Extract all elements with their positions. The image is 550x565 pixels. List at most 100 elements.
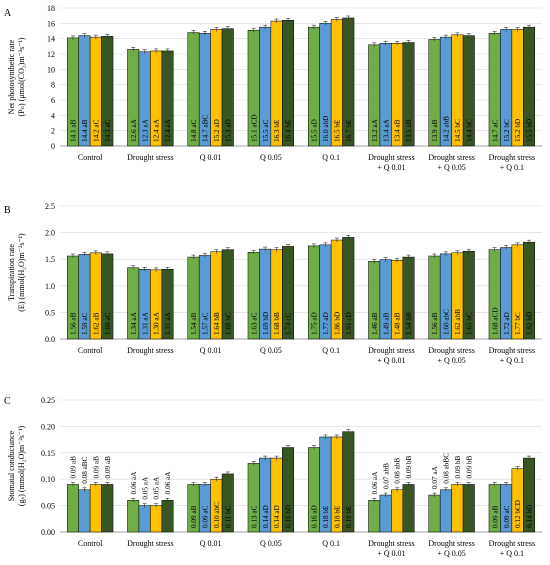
data-label: 0.16 bD: [285, 505, 293, 528]
y-tick-label: 8: [51, 81, 55, 90]
data-label: 0.16 aD: [311, 505, 319, 528]
data-label: 12.4 aA: [164, 118, 172, 142]
data-label: 14.1 aB: [70, 119, 78, 142]
x-tick-label: Control: [78, 539, 103, 548]
y-axis-title: (Pₙ) (μmol(CO₂)m⁻²s⁻¹): [17, 37, 26, 116]
data-label: 14.5 bC: [454, 119, 462, 142]
data-label: 0.18 bE: [333, 505, 341, 528]
x-tick-label: Control: [78, 346, 103, 355]
data-label: 0.11 bC: [224, 505, 232, 528]
x-tick-label: Q 0.01: [200, 153, 222, 162]
x-tick-label: Drought stress: [489, 346, 535, 355]
bar: [439, 489, 452, 533]
data-label: 1.60 aC: [104, 312, 112, 335]
x-tick-label: + Q 0.05: [437, 356, 465, 365]
y-tick-label: 1.5: [45, 255, 55, 264]
x-tick-label: Q 0.05: [260, 539, 282, 548]
data-label: 0.14 aD: [273, 505, 281, 528]
x-tick-label: + Q 0.05: [437, 163, 465, 172]
data-label: 1.68 aCD: [491, 307, 499, 335]
x-tick-label: Drought stress: [368, 346, 414, 355]
data-label: 0.08 abBC: [443, 453, 451, 484]
y-tick-label: 4: [51, 111, 55, 120]
chart-panel-A: A Net photosynthetic rate (Pₙ) (μmol(CO₂)m…: [4, 4, 542, 172]
data-label: 0.09 bB: [454, 456, 462, 479]
data-label: 1.49 aB: [382, 312, 390, 335]
x-tick-label: Q 0.01: [200, 539, 222, 548]
data-label: 0.09 aB: [190, 505, 198, 528]
y-tick-label: 0.20: [41, 422, 55, 431]
chart-panel-C: C Stomatal conductance (gₛ) (mmol(H₂O)m⁻²s…: [4, 396, 542, 558]
y-tick-label: 0: [51, 142, 55, 151]
x-tick-label: + Q 0.1: [500, 549, 524, 558]
x-tick-label: + Q 0.05: [437, 549, 465, 558]
y-axis-title: (E) (mmol(H₂O)m⁻²s⁻¹): [17, 233, 26, 312]
data-label: 1.68 bB: [273, 312, 281, 335]
data-label: 0.09 bB: [465, 456, 473, 479]
y-tick-label: 0.25: [41, 396, 55, 405]
bar: [89, 484, 102, 533]
x-tick-label: Drought stress: [127, 346, 173, 355]
y-tick-label: 2: [51, 127, 55, 136]
x-tick-label: + Q 0.01: [377, 549, 405, 558]
y-tick-label: 14: [47, 35, 55, 44]
data-label: 0.19 bE: [345, 505, 353, 528]
y-tick-label: 0.15: [41, 449, 55, 458]
data-label: 1.46 aB: [371, 312, 379, 335]
data-label: 15.5 aD: [311, 119, 319, 142]
panel-label: B: [4, 205, 11, 216]
x-tick-label: + Q 0.1: [500, 356, 524, 365]
data-label: 1.48 aB: [394, 312, 402, 335]
data-label: 15.5 bD: [526, 119, 534, 142]
data-label: 1.75 aD: [311, 312, 319, 335]
y-tick-label: 0.10: [41, 475, 55, 484]
y-tick-label: 0.00: [41, 528, 55, 537]
data-label: 16.5 bE: [333, 119, 341, 142]
y-tick-label: 18: [47, 4, 55, 13]
data-label: 1.91 cD: [345, 312, 353, 335]
data-label: 1.59 aC: [81, 312, 89, 335]
data-label: 1.62 abB: [454, 309, 462, 335]
data-label: 13.5 aB: [405, 119, 413, 142]
data-label: 16.0 abD: [322, 116, 330, 142]
data-label: 14.7 aC: [491, 119, 499, 142]
data-label: 1.54 aB: [190, 312, 198, 335]
y-tick-label: 0.5: [45, 308, 55, 317]
data-label: 1.54 bB: [405, 312, 413, 335]
y-tick-label: 12: [47, 50, 55, 59]
data-label: 1.64 bB: [213, 312, 221, 335]
y-axis-title: Transpiration rate: [7, 244, 16, 301]
data-label: 0.10 abC: [213, 502, 221, 528]
bar: [428, 494, 441, 533]
data-label: 14.4 aB: [81, 119, 89, 142]
data-label: 13.4 aA: [382, 118, 390, 142]
panel-label: C: [4, 396, 11, 407]
y-tick-label: 0.05: [41, 502, 55, 511]
data-label: 1.62 aB: [92, 312, 100, 335]
data-label: 1.65 bC: [465, 312, 473, 335]
panel-label: A: [4, 8, 12, 19]
y-tick-label: 10: [47, 65, 55, 74]
bar: [368, 500, 381, 533]
data-label: 0.18 bE: [322, 505, 330, 528]
data-label: 0.05 aA: [141, 476, 149, 500]
x-tick-label: Q 0.01: [200, 346, 222, 355]
data-label: 0.09 aB: [70, 456, 78, 479]
data-label: 13.9 aB: [431, 119, 439, 142]
data-label: 14.4 bC: [465, 119, 473, 142]
data-label: 12.3 aA: [141, 118, 149, 142]
x-tick-label: Drought stress: [368, 153, 414, 162]
data-label: 1.86 bD: [333, 312, 341, 335]
y-tick-label: 6: [51, 96, 55, 105]
data-label: 1.63 aC: [250, 312, 258, 335]
data-label: 0.14 aD: [262, 505, 270, 528]
bar: [127, 500, 140, 533]
chart-panel-B: B Transpiration rate (E) (mmol(H₂O)m⁻²s⁻¹)…: [4, 202, 542, 365]
data-label: 15.2 bC: [503, 119, 511, 142]
data-label: 0.06 aA: [164, 471, 172, 495]
data-label: 0.09 aB: [491, 505, 499, 528]
data-label: 14.2 abB: [443, 116, 451, 142]
bar: [101, 484, 114, 533]
data-label: 14.8 aC: [190, 119, 198, 142]
data-label: 1.31 aA: [141, 311, 149, 335]
